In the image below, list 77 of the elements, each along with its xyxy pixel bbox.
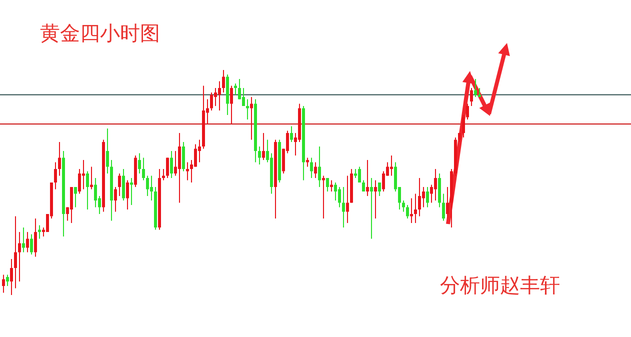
candlestick (218, 80, 221, 111)
candlestick (18, 232, 21, 282)
candlestick (346, 175, 349, 224)
candlestick (258, 146, 261, 165)
candlestick (382, 170, 385, 192)
candlestick (22, 227, 25, 253)
candlestick (214, 88, 217, 106)
candlestick (70, 186, 73, 224)
annotation: 分析师赵丰轩 (440, 273, 560, 297)
candlestick (402, 200, 405, 212)
candlestick (250, 96, 253, 140)
candlestick (106, 128, 109, 174)
candlestick (222, 70, 225, 93)
candlestick (210, 92, 213, 111)
candlestick (366, 160, 369, 196)
candlestick (198, 139, 201, 163)
candlestick (114, 186, 117, 212)
candlestick (6, 274, 9, 286)
candlestick (426, 186, 429, 208)
candlestick (314, 162, 317, 178)
candlestick (370, 178, 373, 240)
candlestick (118, 173, 121, 196)
candlestick (338, 186, 341, 208)
candlestick (74, 186, 77, 208)
candlestick (310, 157, 313, 178)
candlestick (82, 160, 85, 190)
candlestick (410, 198, 413, 224)
candlestick (138, 152, 141, 174)
candlestick (178, 132, 181, 204)
candlestick (122, 168, 125, 201)
candlestick (174, 150, 177, 176)
candlestick (186, 162, 189, 181)
candlestick (54, 162, 57, 190)
candlestick (462, 114, 465, 138)
candlestick (342, 186, 345, 228)
candlestick (2, 274, 5, 294)
candlestick (406, 204, 409, 219)
candlestick (142, 157, 145, 181)
candlestick (126, 180, 129, 210)
candlestick (378, 182, 381, 196)
candlestick (418, 178, 421, 217)
candlestick (34, 218, 37, 258)
candlestick (414, 193, 417, 224)
candlestick (318, 146, 321, 188)
candlestick (86, 170, 89, 210)
candlestick (78, 168, 81, 194)
candlestick (130, 178, 133, 206)
candlestick (194, 144, 197, 168)
candlestick (170, 150, 173, 178)
candlestick (94, 178, 97, 208)
candlestick (446, 186, 449, 219)
candlestick (290, 126, 293, 142)
candlestick (182, 142, 185, 172)
candlestick (470, 88, 473, 106)
candlestick (166, 157, 169, 178)
candlestick (150, 175, 153, 201)
candlestick (242, 88, 245, 106)
candlestick (358, 166, 361, 183)
candlestick (374, 180, 377, 219)
candlestick (230, 85, 233, 124)
candlestick (334, 182, 337, 201)
candlestick (322, 175, 325, 219)
candlestick (14, 216, 17, 289)
candlestick (30, 234, 33, 255)
candlestick (434, 168, 437, 201)
candlestick (10, 258, 13, 296)
candlestick (326, 178, 329, 192)
candlestick (474, 78, 477, 98)
chart-title: 黄金四小时图 (40, 21, 160, 45)
candlestick (246, 98, 249, 120)
candlestick (146, 175, 149, 196)
candlestick (442, 193, 445, 222)
candlestick (466, 103, 469, 120)
candlestick (262, 132, 265, 160)
candlestick (58, 142, 61, 176)
candlestick (26, 232, 29, 253)
candlestick (422, 186, 425, 208)
